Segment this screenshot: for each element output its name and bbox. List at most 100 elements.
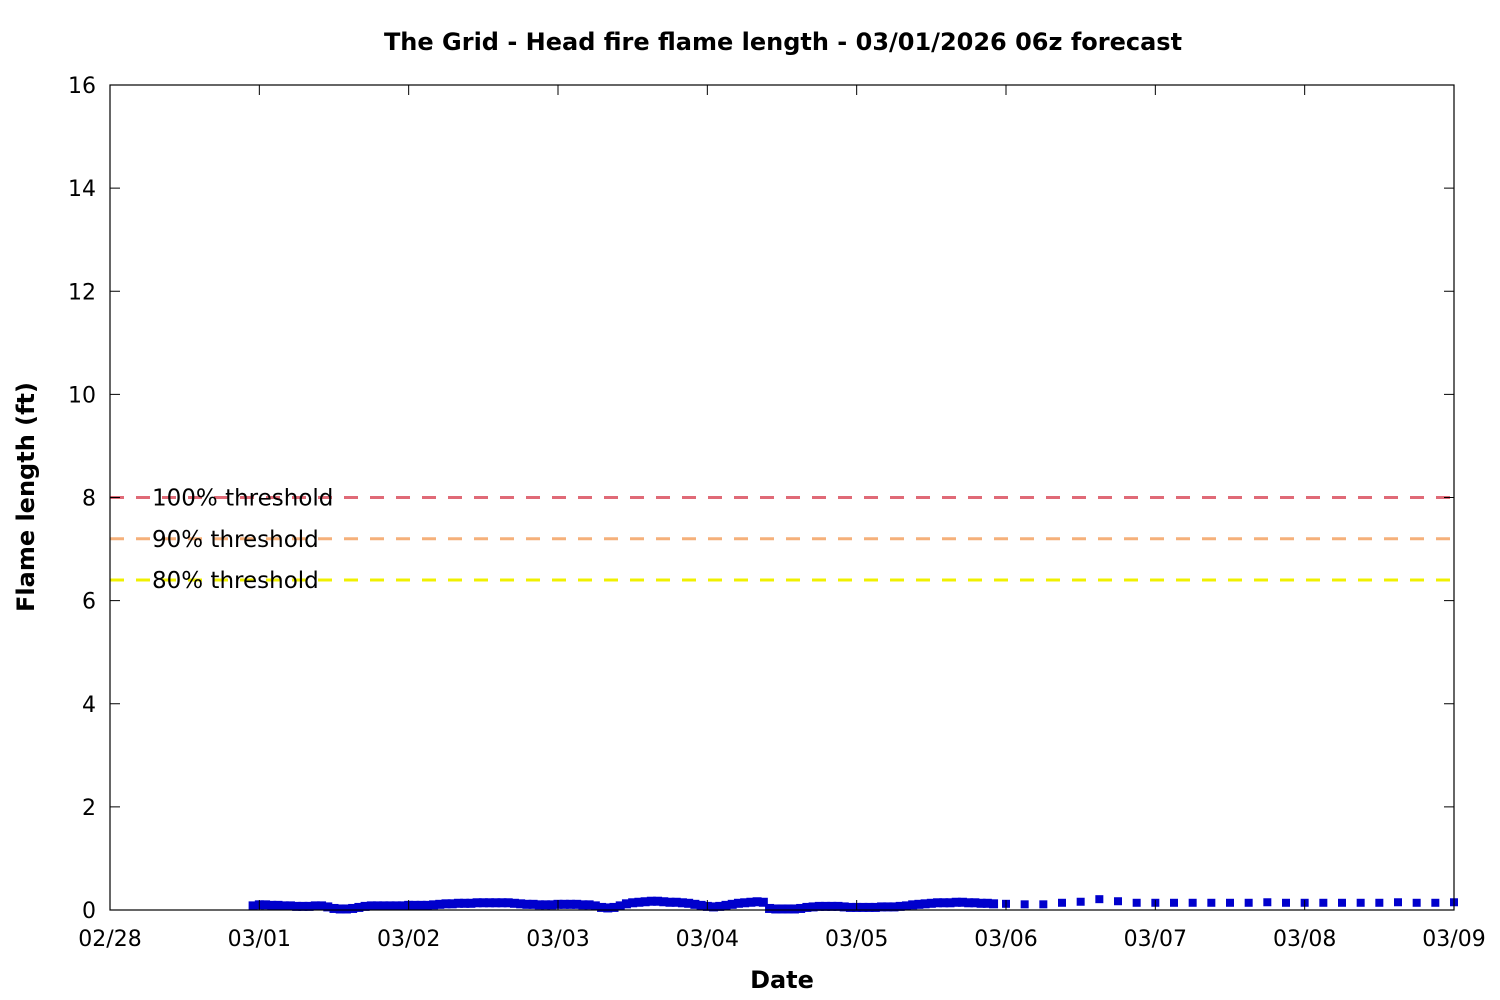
data-point xyxy=(908,900,918,910)
axis-ticks xyxy=(109,84,1455,911)
data-point xyxy=(684,898,694,908)
data-point xyxy=(397,901,407,911)
y-tick-label: 12 xyxy=(68,280,96,305)
data-point xyxy=(478,898,488,908)
data-point xyxy=(889,902,899,912)
y-tick-label: 4 xyxy=(82,693,96,718)
data-point xyxy=(528,899,538,909)
data-point xyxy=(1394,898,1402,907)
x-tick-label: 03/08 xyxy=(1273,927,1336,952)
data-point xyxy=(460,898,470,908)
y-axis-label: Flame length (ft) xyxy=(12,382,40,612)
data-point xyxy=(976,898,986,908)
x-axis-label: Date xyxy=(750,966,814,994)
data-point xyxy=(914,899,924,909)
data-point xyxy=(727,899,737,909)
data-point xyxy=(285,901,295,911)
data-point xyxy=(1170,898,1178,907)
x-tick-labels: 02/28 03/01 03/02 03/03 03/04 03/05 03/06 03/07… xyxy=(78,927,1485,952)
data-point xyxy=(416,900,426,910)
data-point xyxy=(677,898,687,908)
data-point xyxy=(957,897,967,907)
x-tick-label: 03/04 xyxy=(676,927,739,952)
data-point xyxy=(1095,895,1104,904)
data-point xyxy=(883,902,893,912)
data-point xyxy=(603,903,613,913)
data-point xyxy=(696,900,706,910)
data-point xyxy=(814,901,824,911)
data-point xyxy=(516,899,526,909)
data-point xyxy=(354,902,364,912)
data-point xyxy=(901,901,911,911)
data-point xyxy=(435,899,445,909)
data-point xyxy=(926,898,936,908)
data-point xyxy=(578,900,588,910)
y-tick-label: 0 xyxy=(82,899,96,924)
data-point xyxy=(933,898,943,908)
y-tick-label: 14 xyxy=(68,177,96,202)
data-point xyxy=(615,901,625,911)
data-point xyxy=(839,902,849,912)
data-point xyxy=(441,899,451,909)
data-point xyxy=(323,902,333,912)
data-point xyxy=(783,904,793,914)
threshold-label: 80% threshold xyxy=(152,568,319,594)
data-point xyxy=(335,904,345,914)
data-point xyxy=(964,898,974,908)
data-point xyxy=(646,896,656,906)
data-point xyxy=(752,897,762,907)
data-point xyxy=(360,901,370,911)
x-tick-label: 02/28 xyxy=(78,927,141,952)
data-point xyxy=(609,902,619,912)
threshold-lines: 100% threshold 90% threshold 80% threshold xyxy=(110,486,1454,594)
data-point xyxy=(304,901,314,911)
data-point xyxy=(298,901,308,911)
data-point xyxy=(472,898,482,908)
data-point xyxy=(721,900,731,910)
data-point xyxy=(945,898,955,908)
data-point xyxy=(951,897,961,907)
data-point xyxy=(709,902,719,912)
data-point xyxy=(597,902,607,912)
data-point xyxy=(796,903,806,913)
forecast-series xyxy=(1002,895,1458,909)
data-point xyxy=(920,899,930,909)
data-point xyxy=(373,901,383,911)
data-point xyxy=(385,901,395,911)
data-point xyxy=(771,904,781,914)
data-point xyxy=(1039,900,1048,909)
data-point xyxy=(279,901,289,911)
data-point xyxy=(422,900,432,910)
data-point xyxy=(765,903,775,913)
data-point xyxy=(789,904,799,914)
data-point xyxy=(858,902,868,912)
threshold-label: 100% threshold xyxy=(152,486,333,512)
data-point xyxy=(292,901,302,911)
data-point xyxy=(808,902,818,912)
data-point xyxy=(329,903,339,913)
data-point xyxy=(1319,898,1328,907)
data-point xyxy=(1020,900,1029,909)
data-point xyxy=(628,898,638,908)
data-point xyxy=(970,898,980,908)
x-tick-label: 03/09 xyxy=(1422,927,1485,952)
data-point xyxy=(864,902,874,912)
data-point xyxy=(341,904,351,914)
data-series xyxy=(248,895,1458,914)
data-point xyxy=(248,901,258,911)
data-point xyxy=(1375,898,1384,907)
data-point xyxy=(733,898,743,908)
data-point xyxy=(1263,898,1272,907)
data-point xyxy=(584,900,594,910)
x-tick-label: 03/03 xyxy=(526,927,589,952)
data-point xyxy=(665,897,675,907)
data-point xyxy=(1058,898,1066,907)
data-point xyxy=(777,904,787,914)
data-point xyxy=(534,900,544,910)
data-point xyxy=(497,898,507,908)
data-point xyxy=(565,899,575,909)
data-point xyxy=(827,901,837,911)
data-point xyxy=(590,901,600,911)
data-point xyxy=(379,901,389,911)
data-point xyxy=(410,900,420,910)
